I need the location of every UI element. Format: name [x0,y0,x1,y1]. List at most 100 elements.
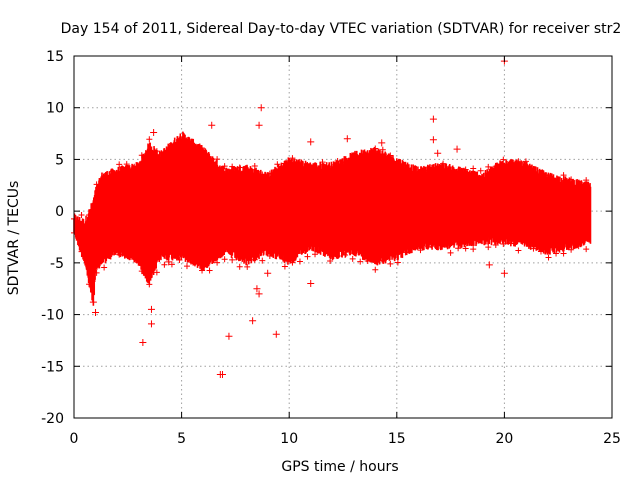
data-point [214,156,221,163]
outlier-point [378,139,386,147]
data-point [206,267,213,274]
outlier-point [429,115,437,123]
data-point [116,161,123,168]
data-point [123,252,130,259]
data-point [522,237,529,244]
outlier-point [147,305,155,313]
data-point [304,161,311,168]
data-point [455,170,462,177]
data-point [289,155,296,162]
data-point [402,162,409,169]
data-point [138,152,145,159]
data-point [251,256,258,263]
data-point [432,165,439,172]
data-point [266,170,273,177]
data-point [236,164,243,171]
data-point [259,257,266,264]
data-point [153,269,160,276]
data-point [545,254,552,261]
data-point [191,259,198,266]
data-point [470,165,477,172]
y-axis-label: SDTVAR / TECUs [6,181,22,296]
data-point [101,264,108,271]
data-point [319,245,326,252]
data-point [229,163,236,170]
outlier-point [453,145,461,153]
outlier-point [485,261,493,269]
data-point [146,136,153,143]
data-point [530,166,537,173]
data-point [191,142,198,149]
data-point [477,235,484,242]
outlier-point [429,136,437,144]
data-point [432,243,439,250]
data-point [183,136,190,143]
data-point [274,249,281,256]
data-point [349,255,356,262]
y-tick-label: -20 [41,411,64,427]
data-point [101,172,108,179]
outlier-point [150,129,158,137]
outlier-point [255,290,263,298]
data-point [440,239,447,246]
data-point [319,159,326,166]
data-point [530,245,537,252]
data-point [161,261,168,268]
data-point [462,245,469,252]
data-point [500,241,507,248]
data-point [560,172,567,179]
data-point [78,212,85,219]
data-point [417,247,424,254]
data-point [409,243,416,250]
data-point [342,251,349,258]
data-point [507,240,514,247]
data-point [259,171,266,178]
data-point [553,250,560,257]
data-point [206,153,213,160]
data-point [387,152,394,159]
data-point [560,250,567,257]
data-point [537,170,544,177]
data-point [244,166,251,173]
data-point [334,253,341,260]
outlier-point [272,330,280,338]
data-point [387,260,394,267]
data-point [146,281,153,288]
y-tick-label: -15 [41,359,64,375]
data-point [266,252,273,259]
outlier-point [139,338,147,346]
data-point [138,268,145,275]
data-point [251,162,258,169]
outlier-point [147,320,155,328]
data-point [296,161,303,168]
data-point [349,155,356,162]
data-point [417,168,424,175]
data-point [553,178,560,185]
data-point [379,257,386,264]
outlier-point [165,258,173,266]
data-point [500,156,507,163]
data-point [108,168,115,175]
data-point [281,160,288,167]
data-band [73,131,592,306]
outlier-point [500,269,508,277]
data-point [153,148,160,155]
data-point [583,177,590,184]
outlier-point [257,104,265,112]
data-point [244,263,251,270]
outlier-point [434,149,442,157]
data-point [327,257,334,264]
data-point [522,158,529,165]
data-point [492,241,499,248]
data-point [214,259,221,266]
y-tick-label: -5 [50,256,64,272]
data-point [462,166,469,173]
data-point [312,251,319,258]
data-point [199,145,206,152]
data-point [507,161,514,168]
data-point [425,243,432,250]
data-point [575,181,582,188]
data-point [425,167,432,174]
x-axis-label: GPS time / hours [281,459,398,475]
